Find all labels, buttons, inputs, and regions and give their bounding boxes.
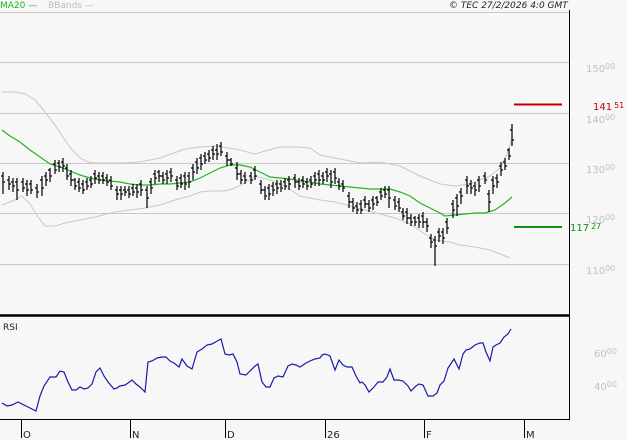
svg-text:6000: 6000 [594,347,617,360]
x-label-feb: F [426,430,432,440]
x-label-nov: N [132,430,139,440]
indicator-legend: MA20 — BBands — [0,0,94,12]
resistance-label: 141 51 [593,101,624,113]
price-y-axis: 15000 14000 13000 12000 11000 [586,62,615,277]
x-label-mar: M [526,430,535,440]
bbands-lower [1,175,511,259]
svg-text:13000: 13000 [586,163,615,176]
ma20-line [1,129,513,217]
price-bars [1,124,514,266]
svg-text:15000: 15000 [586,62,615,75]
bbands-legend: BBands — [48,1,94,11]
bbands-upper [2,91,513,187]
ma20-legend: MA20 — [0,1,38,11]
svg-text:4000: 4000 [594,380,617,393]
svg-text:12000: 12000 [586,213,615,226]
support-label: 117 27 [570,222,601,234]
x-label-oct: O [23,430,31,440]
x-label-dec: D [227,430,235,440]
svg-text:14000: 14000 [586,113,615,126]
x-label-2026: 26 [327,430,340,440]
rsi-line [1,328,512,412]
copyright-timestamp: © TEC 27/2/2026 4:0 GMT [449,1,568,11]
rsi-label: RSI [3,323,18,333]
svg-text:11000: 11000 [586,264,615,277]
x-axis [21,420,525,438]
rsi-y-axis: 6000 4000 [594,347,617,393]
price-gridlines [0,12,570,265]
